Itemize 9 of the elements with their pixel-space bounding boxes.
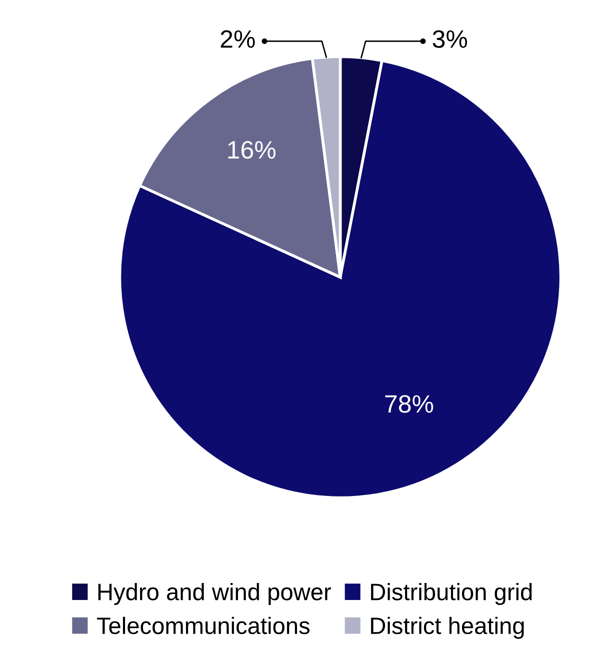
legend-label: Telecommunications	[96, 616, 310, 634]
data-label: 2%	[220, 30, 255, 48]
data-label: 3%	[432, 30, 468, 48]
data-label: 16%	[228, 141, 276, 159]
legend-label: Hydro and wind power	[98, 583, 331, 606]
pie-slice	[118, 59, 562, 500]
legend-label: District heating	[371, 616, 524, 639]
data-label: 78%	[385, 395, 434, 413]
legend-label: Distribution grid	[371, 583, 532, 606]
